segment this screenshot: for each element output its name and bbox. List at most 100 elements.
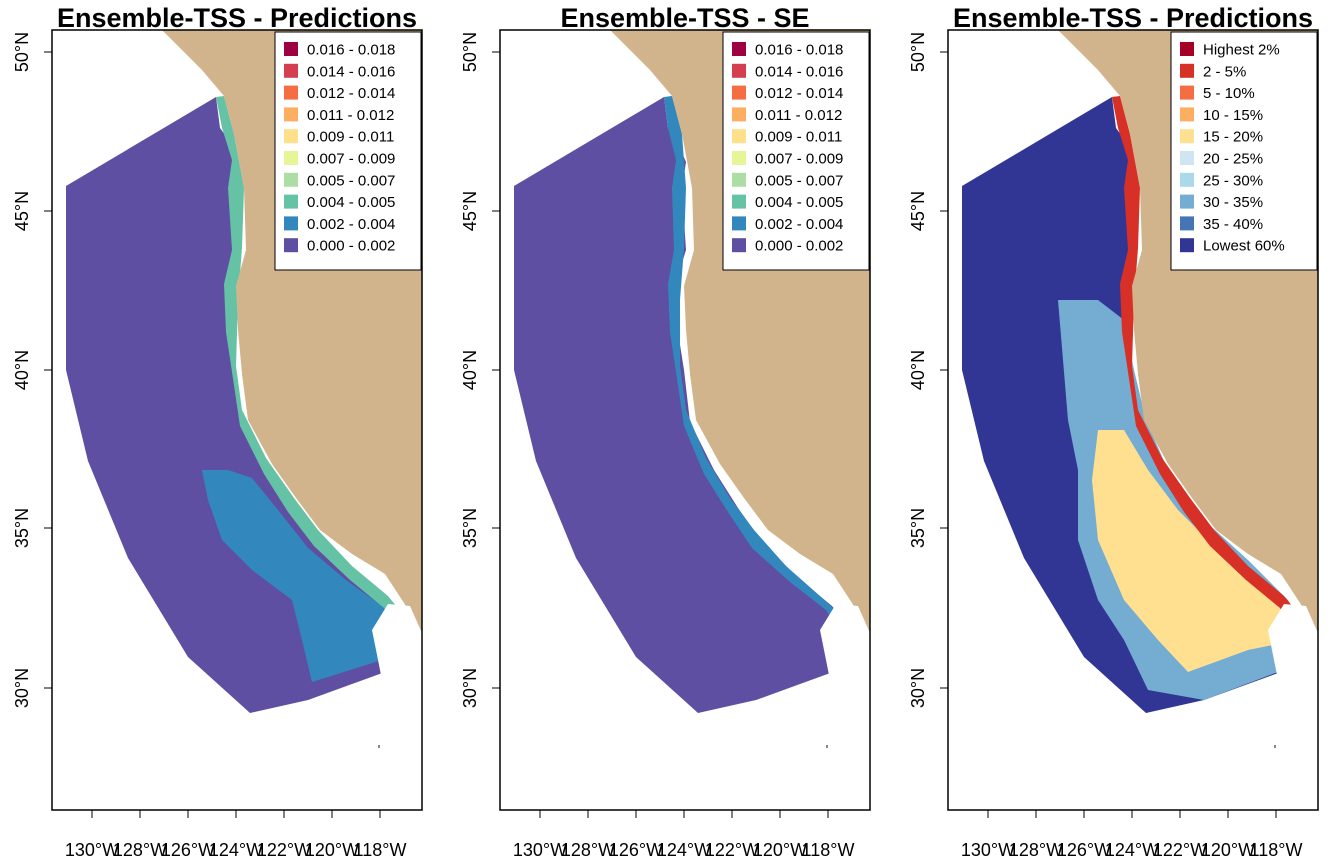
legend-box: [274, 31, 422, 271]
legend-swatch: [1180, 172, 1194, 187]
legend-swatch: [1180, 129, 1194, 144]
panel-title: Ensemble-TSS - SE: [560, 3, 809, 33]
legend-label: 0.007 - 0.009: [755, 151, 843, 168]
marker-dot: [378, 745, 380, 748]
x-tick-label: 126°W: [1057, 840, 1111, 860]
legend-swatch: [284, 216, 298, 231]
legend-label: 0.002 - 0.004: [307, 216, 395, 233]
blank-area: [1268, 604, 1318, 700]
x-tick-label: 126°W: [161, 840, 215, 860]
map-panel-1: Ensemble-TSS - Predictions 130°W128°W126°…: [12, 3, 423, 860]
legend-label: Lowest 60%: [1203, 238, 1285, 255]
prediction-band-3: [1112, 96, 1312, 638]
legend-swatch: [284, 172, 298, 187]
legend-swatch: [284, 194, 298, 209]
legend: 0.016 - 0.018 0.014 - 0.016 0.012 - 0.014 0…: [722, 31, 870, 271]
legend-swatch: [732, 151, 746, 165]
map-panel-2: Ensemble-TSS - SE 130°W128°W126°W124°W122…: [460, 3, 871, 860]
y-tick-label: 45°N: [460, 191, 480, 231]
legend-label: 35 - 40%: [1203, 216, 1263, 233]
legend-swatch: [732, 172, 746, 187]
y-tick-label: 35°N: [12, 508, 32, 548]
marker-dot: [1274, 745, 1276, 748]
y-tick-label: 40°N: [460, 350, 480, 390]
y-tick-label: 35°N: [460, 508, 480, 548]
legend-label: 2 - 5%: [1203, 63, 1246, 80]
legend-swatch: [732, 42, 746, 56]
legend-swatch: [1180, 42, 1194, 56]
legend-swatch: [732, 63, 746, 78]
legend-swatch: [1180, 216, 1194, 231]
legend-box: [722, 31, 870, 271]
legend-label: 0.000 - 0.002: [307, 238, 395, 255]
legend-label: 0.000 - 0.002: [755, 238, 843, 255]
legend-swatch: [1180, 63, 1194, 78]
y-tick-label: 30°N: [12, 668, 32, 708]
legend-label: 25 - 30%: [1203, 172, 1263, 189]
legend-label: 0.005 - 0.007: [755, 172, 843, 189]
x-tick-label: 128°W: [561, 840, 615, 860]
x-tick-label: 126°W: [609, 840, 663, 860]
legend-swatch: [732, 216, 746, 231]
legend-label: 0.005 - 0.007: [307, 172, 395, 189]
panel-title: Ensemble-TSS - Predictions: [57, 3, 417, 33]
legend-label: 15 - 20%: [1203, 129, 1263, 146]
legend-swatch: [1180, 194, 1194, 209]
legend-label: 0.012 - 0.014: [755, 85, 843, 102]
x-tick-label: 130°W: [961, 840, 1015, 860]
legend-label: 0.007 - 0.009: [307, 151, 395, 168]
legend-swatch: [732, 194, 746, 209]
legend-swatch: [284, 107, 298, 122]
legend-label: 0.016 - 0.018: [755, 42, 843, 59]
legend-label: 0.009 - 0.011: [755, 129, 842, 146]
y-tick-label: 40°N: [12, 350, 32, 390]
legend-swatch: [284, 151, 298, 165]
x-tick-label: 124°W: [657, 840, 711, 860]
y-tick-label: 30°N: [460, 668, 480, 708]
legend-box: [1170, 31, 1318, 271]
y-tick-label: 40°N: [908, 350, 928, 390]
legend-label: 0.014 - 0.016: [755, 63, 843, 80]
legend-swatch: [284, 85, 298, 100]
prediction-band-2: [216, 96, 416, 638]
x-tick-label: 122°W: [705, 840, 759, 860]
legend-label: 5 - 10%: [1203, 85, 1255, 102]
x-tick-label: 124°W: [209, 840, 263, 860]
legend-label: 0.004 - 0.005: [755, 194, 843, 211]
legend-swatch: [1180, 107, 1194, 122]
legend-label: 20 - 25%: [1203, 151, 1263, 168]
x-tick-label: 120°W: [1201, 840, 1255, 860]
y-tick-label: 50°N: [460, 32, 480, 72]
prediction-band-2: [1092, 430, 1298, 672]
y-tick-label: 45°N: [12, 191, 32, 231]
legend-label: Highest 2%: [1203, 42, 1280, 59]
legend-swatch: [284, 63, 298, 78]
x-tick-label: 118°W: [1250, 840, 1303, 860]
legend-swatch: [732, 238, 746, 253]
legend-swatch: [1180, 238, 1194, 253]
legend-swatch: [284, 42, 298, 56]
legend-swatch: [1180, 85, 1194, 100]
blank-area: [372, 604, 422, 700]
legend-swatch: [1180, 151, 1194, 165]
legend-label: 0.009 - 0.011: [307, 129, 394, 146]
panel-frame: [947, 29, 1319, 811]
legend-label: 0.002 - 0.004: [755, 216, 843, 233]
marker-dot: [826, 745, 828, 748]
legend-label: 0.011 - 0.012: [755, 107, 842, 124]
legend: 0.016 - 0.018 0.014 - 0.016 0.012 - 0.014 0…: [274, 31, 422, 271]
y-tick-label: 35°N: [908, 508, 928, 548]
legend-swatch: [284, 129, 298, 144]
x-tick-label: 128°W: [1009, 840, 1063, 860]
legend-label: 10 - 15%: [1203, 107, 1263, 124]
legend-swatch: [732, 107, 746, 122]
legend-swatch: [732, 129, 746, 144]
x-tick-label: 122°W: [1153, 840, 1207, 860]
x-tick-label: 124°W: [1105, 840, 1159, 860]
y-tick-label: 50°N: [908, 32, 928, 72]
x-tick-label: 130°W: [65, 840, 119, 860]
panel-title: Ensemble-TSS - Predictions: [953, 3, 1313, 33]
x-tick-label: 122°W: [257, 840, 311, 860]
x-tick-label: 120°W: [753, 840, 807, 860]
